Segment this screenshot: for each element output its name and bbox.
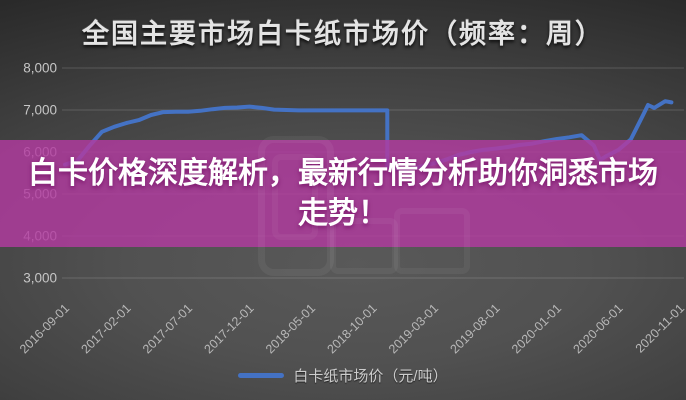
x-axis-tick-label: 2019-03-01	[386, 301, 441, 356]
page-title: 全国主要市场白卡纸市场价（频率：周）	[82, 18, 604, 49]
x-axis-tick-label: 2018-10-01	[325, 301, 380, 356]
x-axis-tick-label: 2020-11-01	[633, 301, 686, 355]
overlay-banner-text: 白卡价格深度解析，最新行情分析助你洞悉市场走势！	[28, 156, 658, 230]
x-axis-tick-label: 2020-01-01	[509, 301, 564, 356]
x-axis-tick-label: 2017-12-01	[202, 301, 257, 356]
chart-legend: 白卡纸市场价（元/吨）	[0, 365, 686, 386]
x-axis-tick-label: 2017-02-01	[79, 301, 134, 356]
x-axis-tick-label: 2016-09-01	[17, 301, 72, 356]
overlay-banner: 白卡价格深度解析，最新行情分析助你洞悉市场走势！	[0, 140, 686, 247]
legend-label: 白卡纸市场价（元/吨）	[293, 368, 448, 385]
legend-line-swatch	[238, 373, 285, 378]
x-axis-tick-label: 2018-05-01	[263, 301, 318, 356]
x-axis-tick-label: 2017-07-01	[140, 301, 195, 356]
x-axis-tick-label: 2020-06-01	[571, 301, 626, 356]
y-axis-tick-label: 8,000	[23, 61, 57, 76]
y-axis-tick-label: 3,000	[23, 271, 57, 286]
y-axis-tick-label: 7,000	[23, 103, 57, 118]
x-axis-tick-label: 2019-08-01	[448, 301, 503, 356]
